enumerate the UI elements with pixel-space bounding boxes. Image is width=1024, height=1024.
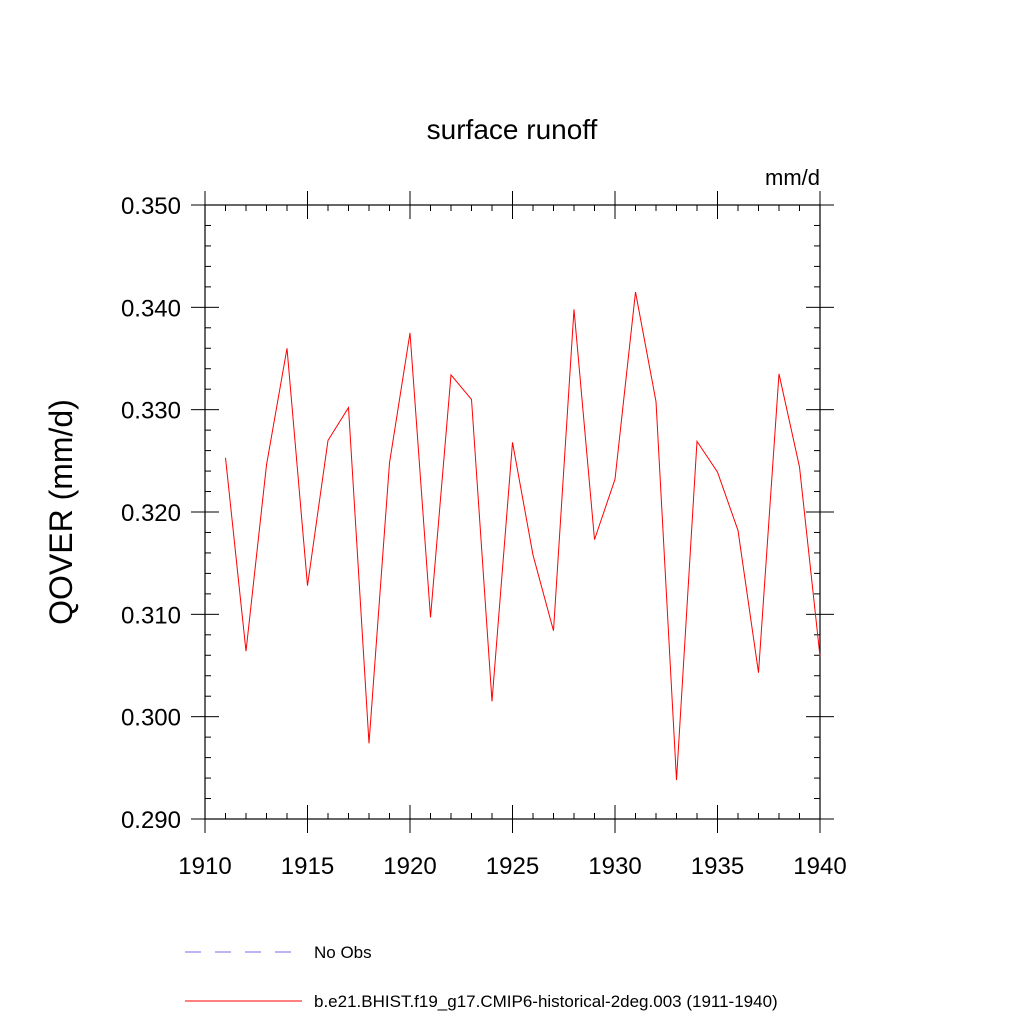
x-tick-label: 1940 <box>793 853 846 880</box>
plot-frame <box>204 204 821 820</box>
y-tick-label: 0.300 <box>121 705 181 732</box>
axis-tick-labels: 1910 1915 1920 1925 1930 1935 1940 0.290 0.300 0.… <box>121 193 847 880</box>
y-tick-label: 0.340 <box>121 295 181 322</box>
x-tick-label: 1915 <box>281 853 334 880</box>
y-tick-label: 0.350 <box>121 193 181 220</box>
x-tick-label: 1930 <box>588 853 641 880</box>
x-tick-label: 1920 <box>383 853 436 880</box>
y-tick-label: 0.290 <box>121 807 181 834</box>
x-tick-label: 1910 <box>178 853 231 880</box>
y-tick-label: 0.330 <box>121 398 181 425</box>
y-tick-label: 0.320 <box>121 500 181 527</box>
units-label: mm/d <box>765 165 820 190</box>
x-tick-label: 1935 <box>691 853 744 880</box>
y-tick-label: 0.310 <box>121 602 181 629</box>
y-axis-label: QOVER (mm/d) <box>43 399 79 625</box>
x-tick-label: 1925 <box>486 853 539 880</box>
series-line <box>225 291 821 781</box>
axis-ticks <box>191 191 834 833</box>
legend-label: b.e21.BHIST.f19_g17.CMIP6-historical-2de… <box>314 992 778 1011</box>
legend-label: No Obs <box>314 943 372 962</box>
chart-title: surface runoff <box>427 114 598 145</box>
legend: No Obs b.e21.BHIST.f19_g17.CMIP6-historic… <box>185 943 778 1011</box>
data-series <box>225 291 821 781</box>
